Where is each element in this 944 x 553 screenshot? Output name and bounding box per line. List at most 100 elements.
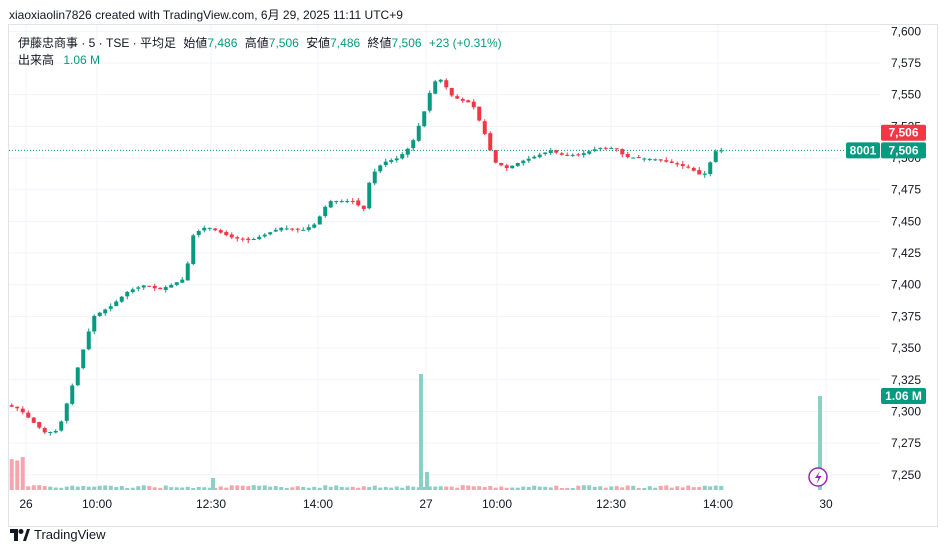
candle-body (229, 234, 234, 238)
volume-legend: 出来高 1.06 M (18, 51, 100, 68)
x-tick-label: 14:00 (303, 497, 333, 511)
tradingview-logo-icon (10, 528, 30, 541)
candle-body (207, 227, 212, 229)
candle-body (92, 315, 97, 332)
volume-bar (565, 487, 570, 490)
candle-body (444, 80, 449, 88)
volume-bar (119, 485, 124, 490)
volume-bar (543, 486, 548, 490)
volume-bar (521, 486, 526, 490)
volume-bar (279, 487, 284, 490)
volume-bar (477, 486, 482, 490)
volume-spike (211, 478, 215, 490)
candle-body (169, 284, 174, 288)
candle-body (328, 201, 333, 208)
candle-body (235, 237, 240, 239)
candle-body (526, 158, 531, 161)
candle-body (141, 285, 146, 288)
candle-body (42, 428, 47, 433)
candle-body (81, 349, 86, 369)
candle-body (521, 160, 526, 164)
legend-high-value: 7,506 (268, 36, 299, 50)
volume-tag-bg (881, 388, 926, 404)
volume-bar (147, 485, 152, 490)
volume-bar (466, 485, 471, 490)
volume-bar (702, 485, 707, 490)
candle-body (510, 165, 515, 169)
volume-bar (493, 487, 498, 490)
candle-body (416, 125, 421, 141)
volume-bar (697, 487, 702, 490)
volume-bar (9, 459, 14, 490)
candle-body (515, 162, 520, 166)
brand[interactable]: TradingView (10, 527, 106, 542)
candle-body (119, 296, 124, 302)
volume-bar (669, 487, 674, 490)
candle-body (587, 151, 592, 154)
volume-bar (290, 487, 295, 490)
legend-close-label: 終値 (367, 36, 392, 50)
candle-body (301, 229, 306, 231)
candle-body (378, 165, 383, 172)
lightning-icon[interactable] (808, 467, 828, 487)
volume-bar (196, 486, 201, 490)
volume-bar (609, 486, 614, 490)
volume-bar (174, 487, 179, 490)
volume-bar (317, 487, 322, 490)
candle-body (411, 140, 416, 149)
chart-legend: 伊藤忠商事 · 5 · TSE · 平均足 始値7,486 高値7,506 安値… (18, 34, 502, 51)
volume-bar (422, 486, 427, 490)
volume-bar (26, 486, 31, 490)
volume-bar (141, 485, 146, 490)
volume-bar (603, 487, 608, 490)
volume-bar (218, 486, 223, 490)
candle-body (114, 301, 119, 307)
candle-body (708, 162, 713, 175)
volume-tag: 1.06 M (885, 389, 922, 403)
candle-body (26, 412, 31, 418)
candle-body (543, 152, 548, 155)
chart-header: xiaoxiaolin7826 created with TradingView… (9, 8, 403, 22)
volume-bar (268, 486, 273, 490)
volume-bar (559, 487, 564, 490)
volume-bar (284, 487, 289, 490)
volume-bar (224, 487, 229, 490)
candle-body (312, 224, 317, 228)
candle-body (603, 147, 608, 149)
candle-body (570, 154, 575, 156)
candle-body (202, 227, 207, 231)
x-tick-label: 10:00 (82, 497, 112, 511)
volume-bar (400, 487, 405, 490)
candle-body (158, 287, 163, 290)
candle-body (504, 165, 509, 169)
volume-bar (515, 487, 520, 490)
candle-body (389, 160, 394, 162)
legend-symbol[interactable]: 伊藤忠商事 · 5 · TSE · 平均足 (18, 36, 177, 50)
candle-body (48, 432, 53, 434)
prev-price-tag-bg (881, 124, 926, 141)
volume-bar (372, 485, 377, 490)
volume-bar (169, 487, 174, 490)
volume-bar (356, 487, 361, 490)
y-tick-label: 7,300 (891, 404, 921, 418)
candle-body (246, 238, 251, 241)
candle-body (482, 121, 487, 134)
candle-body (163, 287, 168, 290)
candle-body (636, 157, 641, 159)
volume-spike (818, 396, 822, 490)
candle-body (477, 106, 482, 121)
volume-bar (92, 486, 97, 490)
candle-body (427, 93, 432, 111)
candle-body (367, 182, 372, 209)
candle-body (719, 150, 724, 152)
candle-body (9, 405, 14, 407)
candle-body (257, 236, 262, 239)
y-tick-label: 7,275 (891, 436, 921, 450)
volume-bar (334, 485, 339, 490)
legend-open-label: 始値 (183, 36, 208, 50)
candle-body (548, 150, 553, 153)
legend-change: +23 (+0.31%) (428, 36, 502, 50)
candle-body (295, 228, 300, 230)
volume-bar (163, 485, 168, 490)
